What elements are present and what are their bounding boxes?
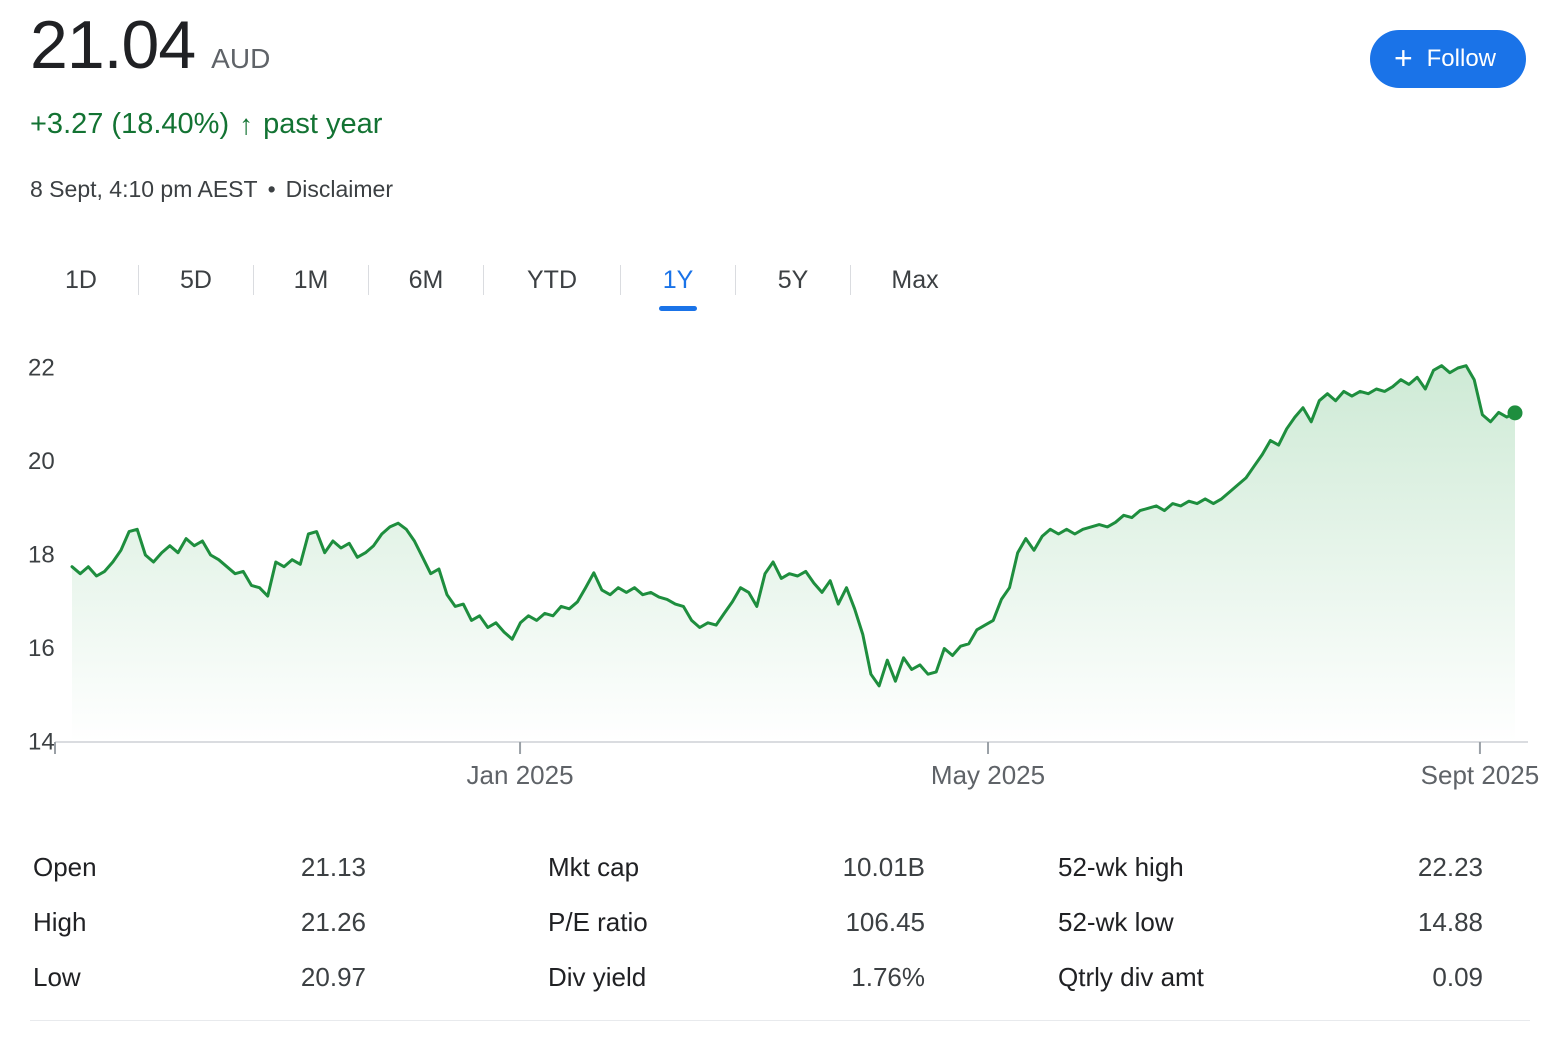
price-line-chart[interactable]: 22 20 18 16 14 Jan 2025 May 2025 Sept 2025 [0,338,1560,798]
price-line [70,364,1517,688]
x-axis-label: May 2025 [931,760,1045,790]
stat-row-high: High 21.26 [33,895,366,950]
stat-label: Low [33,962,81,992]
tab-6m[interactable]: 6M [408,265,444,294]
x-axis-label: Jan 2025 [467,760,574,790]
stats-column-3: 52-wk high 22.23 52-wk low 14.88 Qtrly d… [1058,840,1483,1005]
quote-meta-row: 8 Sept, 4:10 pm AEST • Disclaimer [30,176,393,203]
stat-row-52wk-low: 52-wk low 14.88 [1058,895,1483,950]
stat-row-52wk-high: 52-wk high 22.23 [1058,840,1483,895]
bottom-divider [30,1020,1530,1021]
stat-label: 52-wk low [1058,907,1174,937]
stat-label: Mkt cap [548,852,640,882]
chart-end-dot [1507,405,1523,421]
price-chart[interactable]: 22 20 18 16 14 Jan 2025 May 2025 Sept 2025 [0,338,1560,798]
tab-max[interactable]: Max [891,265,939,294]
dot-separator: • [267,176,276,202]
disclaimer-link[interactable]: Disclaimer [285,176,393,202]
price-change-row: +3.27 (18.40%) ↑ past year [30,108,382,141]
tab-divider [253,265,254,295]
up-arrow-icon: ↑ [239,108,254,140]
stat-value: 20.97 [300,962,366,992]
y-axis-label: 16 [28,635,55,662]
stat-row-low: Low 20.97 [33,950,366,1005]
time-range-tabs: 1D 5D 1M 6M YTD 1Y 5Y Max [24,250,979,310]
stat-value: 14.88 [1417,907,1483,937]
stat-label: Div yield [548,962,647,992]
price-area-fill [72,365,1515,742]
stat-row-qtrly-div: Qtrly div amt 0.09 [1058,950,1483,1005]
follow-button[interactable]: + Follow [1369,30,1526,88]
stat-value: 10.01B [842,852,925,882]
stat-label: P/E ratio [548,907,648,937]
stat-value: 21.13 [300,852,366,882]
stat-label: High [33,907,87,937]
tab-divider [735,265,736,295]
price-change-value: +3.27 (18.40%) [30,108,230,140]
tab-1m[interactable]: 1M [293,265,329,294]
y-axis-label: 18 [28,542,55,569]
stat-value: 22.23 [1417,852,1483,882]
tab-1d[interactable]: 1D [65,265,97,294]
y-axis-label: 14 [28,729,55,756]
stat-value: 1.76% [851,962,925,992]
y-axis-label: 20 [28,448,55,475]
stat-row-div-yield: Div yield 1.76% [548,950,925,1005]
price-header: 21.04 AUD [30,6,270,84]
stat-value: 106.45 [845,907,925,937]
stats-column-1: Open 21.13 High 21.26 Low 20.97 [33,840,366,1005]
tab-divider [850,265,851,295]
stat-row-pe-ratio: P/E ratio 106.45 [548,895,925,950]
y-axis-label: 22 [28,355,55,382]
stats-column-2: Mkt cap 10.01B P/E ratio 106.45 Div yiel… [548,840,925,1005]
stat-row-open: Open 21.13 [33,840,366,895]
tab-5d[interactable]: 5D [180,265,212,294]
tab-5y[interactable]: 5Y [777,265,809,294]
stock-price: 21.04 [30,7,196,83]
stat-value: 21.26 [300,907,366,937]
stat-label: Qtrly div amt [1058,962,1204,992]
key-stats-table: Open 21.13 High 21.26 Low 20.97 Mkt cap … [0,840,1560,1010]
tab-divider [368,265,369,295]
stat-value: 0.09 [1432,962,1483,992]
timestamp: 8 Sept, 4:10 pm AEST [30,176,258,202]
tab-divider [483,265,484,295]
tab-1y[interactable]: 1Y [621,266,735,295]
currency-label: AUD [211,43,271,74]
tab-ytd[interactable]: YTD [527,265,577,294]
stat-label: 52-wk high [1058,852,1184,882]
change-period-label: past year [263,108,383,140]
x-axis-label: Sept 2025 [1421,760,1540,790]
stat-row-mkt-cap: Mkt cap 10.01B [548,840,925,895]
follow-button-label: Follow [1426,45,1496,72]
plus-icon: + [1393,39,1413,76]
stat-label: Open [33,852,97,882]
tab-divider [138,265,139,295]
